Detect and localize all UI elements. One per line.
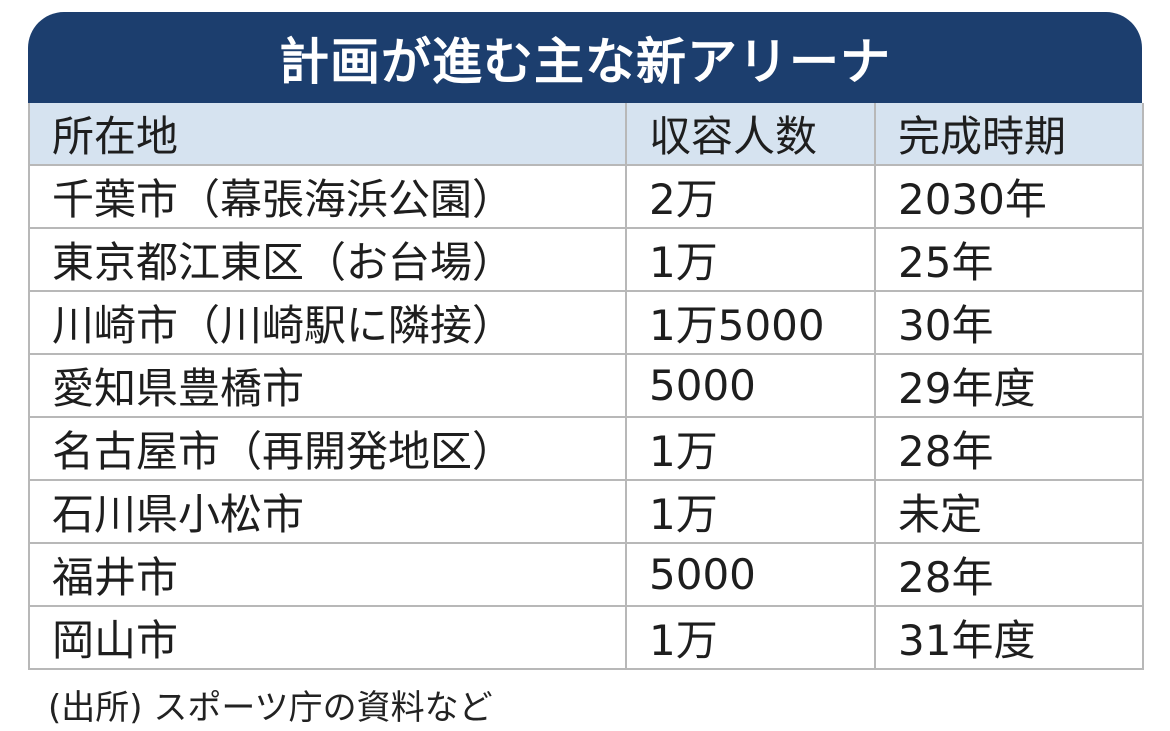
cell-location: 名古屋市（再開発地区） — [28, 416, 627, 481]
cell-capacity: 1万 — [625, 227, 876, 292]
cell-completion: 未定 — [874, 479, 1144, 544]
header-capacity: 収容人数 — [625, 103, 876, 166]
cell-capacity: 1万 — [625, 416, 876, 481]
cell-completion: 28年 — [874, 416, 1144, 481]
table-row: 岡山市 1万 31年度 — [28, 605, 1144, 670]
table-row: 千葉市（幕張海浜公園） 2万 2030年 — [28, 164, 1144, 229]
header-completion: 完成時期 — [874, 103, 1144, 166]
cell-capacity: 1万5000 — [625, 290, 876, 355]
cell-location: 東京都江東区（お台場） — [28, 227, 627, 292]
cell-completion: 2030年 — [874, 164, 1144, 229]
table-row: 石川県小松市 1万 未定 — [28, 479, 1144, 544]
cell-location: 岡山市 — [28, 605, 627, 670]
header-row: 所在地 収容人数 完成時期 — [28, 103, 1144, 166]
cell-location: 愛知県豊橋市 — [28, 353, 627, 418]
cell-capacity: 5000 — [625, 353, 876, 418]
cell-location: 福井市 — [28, 542, 627, 607]
table-row: 愛知県豊橋市 5000 29年度 — [28, 353, 1144, 418]
table-row: 福井市 5000 28年 — [28, 542, 1144, 607]
header-location: 所在地 — [28, 103, 627, 166]
cell-capacity: 1万 — [625, 605, 876, 670]
table-row: 名古屋市（再開発地区） 1万 28年 — [28, 416, 1144, 481]
cell-capacity: 2万 — [625, 164, 876, 229]
cell-completion: 30年 — [874, 290, 1144, 355]
cell-capacity: 1万 — [625, 479, 876, 544]
table-title: 計画が進む主な新アリーナ — [279, 32, 891, 91]
cell-location: 石川県小松市 — [28, 479, 627, 544]
cell-location: 川崎市（川崎駅に隣接） — [28, 290, 627, 355]
cell-completion: 25年 — [874, 227, 1144, 292]
table-row: 東京都江東区（お台場） 1万 25年 — [28, 227, 1144, 292]
table-row: 川崎市（川崎駅に隣接） 1万5000 30年 — [28, 290, 1144, 355]
cell-completion: 31年度 — [874, 605, 1144, 670]
cell-completion: 29年度 — [874, 353, 1144, 418]
cell-completion: 28年 — [874, 542, 1144, 607]
arena-table: 所在地 収容人数 完成時期 千葉市（幕張海浜公園） 2万 2030年 東京都江東… — [28, 103, 1144, 670]
source-note: (出所) スポーツ庁の資料など — [48, 688, 493, 728]
title-banner: 計画が進む主な新アリーナ — [28, 12, 1142, 103]
cell-location: 千葉市（幕張海浜公園） — [28, 164, 627, 229]
cell-capacity: 5000 — [625, 542, 876, 607]
